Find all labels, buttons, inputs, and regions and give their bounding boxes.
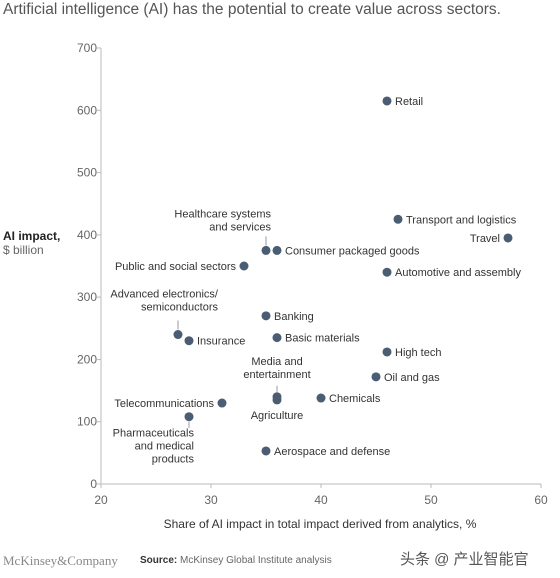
y-tick-label: 700 xyxy=(77,41,97,55)
point-label: Chemicals xyxy=(329,393,381,405)
y-tick-label: 500 xyxy=(77,166,97,180)
point-label: Banking xyxy=(274,311,314,323)
data-point xyxy=(217,398,227,408)
x-tick-label: 20 xyxy=(94,493,108,507)
point-label: Consumer packaged goods xyxy=(285,245,420,257)
data-point xyxy=(239,261,249,271)
y-tick-label: 600 xyxy=(77,103,97,117)
x-tick-label: 30 xyxy=(204,493,218,507)
point-label: High tech xyxy=(395,347,441,359)
data-points xyxy=(173,96,513,456)
tick-labels: 0 100 200 300 400 500 600 700 20 30 40 50 60 xyxy=(77,41,548,507)
data-point xyxy=(261,311,271,321)
x-tick-label: 60 xyxy=(534,493,548,507)
x-tick-label: 50 xyxy=(424,493,438,507)
data-point xyxy=(393,214,403,224)
leader-lines xyxy=(177,236,278,428)
y-tick-label: 300 xyxy=(77,290,97,304)
point-label: Advanced electronics/semiconductors xyxy=(110,289,219,314)
data-point xyxy=(272,245,282,255)
page-title: Artificial intelligence (AI) has the pot… xyxy=(3,1,501,18)
point-label: Agriculture xyxy=(251,410,304,422)
data-point xyxy=(272,395,282,405)
data-point xyxy=(261,245,271,255)
data-point xyxy=(261,446,271,456)
source-label: Source: xyxy=(140,555,178,566)
data-point xyxy=(173,330,183,340)
point-label: Telecommunications xyxy=(114,398,214,410)
point-label: Retail xyxy=(395,96,423,108)
data-point xyxy=(382,347,392,357)
x-axis-title: Share of AI impact in total impact deriv… xyxy=(164,517,477,531)
source-note: Source: McKinsey Global Institute analys… xyxy=(140,555,332,566)
y-axis-unit: $ billion xyxy=(3,243,44,257)
source-text: McKinsey Global Institute analysis xyxy=(180,555,332,566)
point-label: Basic materials xyxy=(285,333,360,345)
point-label: Media and entertainment xyxy=(243,356,310,381)
point-label: Aerospace and defense xyxy=(274,446,390,458)
data-point xyxy=(503,233,513,243)
y-tick-label: 0 xyxy=(90,477,97,491)
axes xyxy=(97,47,542,488)
y-tick-label: 200 xyxy=(77,352,97,366)
point-label: Oil and gas xyxy=(384,372,440,384)
watermark: 头条 @ 产业智能官 xyxy=(400,551,529,568)
point-label: Public and social sectors xyxy=(115,261,237,273)
data-point xyxy=(382,96,392,106)
y-axis-title: AI impact, xyxy=(3,229,60,243)
brand-logo: McKinsey&Company xyxy=(3,553,118,568)
point-labels: Retail Transport and logistics Travel Healt… xyxy=(110,96,521,466)
point-label: Travel xyxy=(470,233,500,245)
data-point xyxy=(184,336,194,346)
data-point xyxy=(371,372,381,382)
point-label: Pharmaceuticals and medical products xyxy=(113,428,195,466)
data-point xyxy=(184,412,194,422)
point-label: Automotive and assembly xyxy=(395,267,521,279)
point-label: Transport and logistics xyxy=(406,214,517,226)
data-point xyxy=(272,333,282,343)
data-point xyxy=(382,267,392,277)
y-tick-label: 400 xyxy=(77,228,97,242)
point-label: Insurance xyxy=(197,336,245,348)
point-label: Healthcare systems and services xyxy=(174,208,271,233)
y-tick-label: 100 xyxy=(77,415,97,429)
x-tick-label: 40 xyxy=(314,493,328,507)
scatter-chart: 0 100 200 300 400 500 600 700 20 30 40 50 60 Retail T… xyxy=(3,41,548,531)
data-point xyxy=(316,393,326,403)
